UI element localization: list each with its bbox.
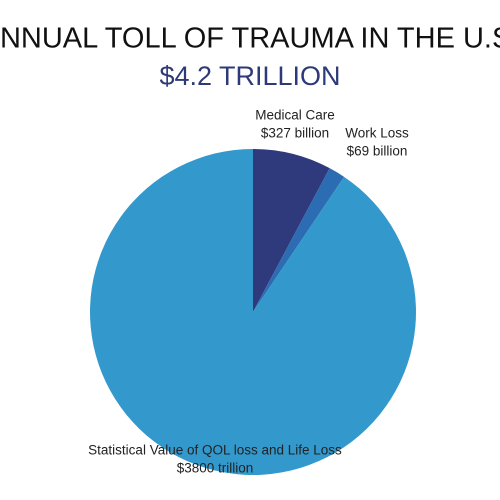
value-label: $327 billion [261,126,329,141]
slice-label: Statistical Value of QOL loss and Life L… [88,443,342,458]
value-label: $69 billion [347,144,408,159]
slice-label: Medical Care [255,108,335,123]
chart-title: ANNUAL TOLL OF TRAUMA IN THE U.S. [0,23,500,55]
value-label: $3800 trillion [177,461,254,476]
pie-slice [253,168,345,312]
chart-subtitle: $4.2 TRILLION [159,61,340,91]
pie-slice [89,149,416,476]
pie-slice [253,149,330,312]
slice-label: Work Loss [345,126,409,141]
